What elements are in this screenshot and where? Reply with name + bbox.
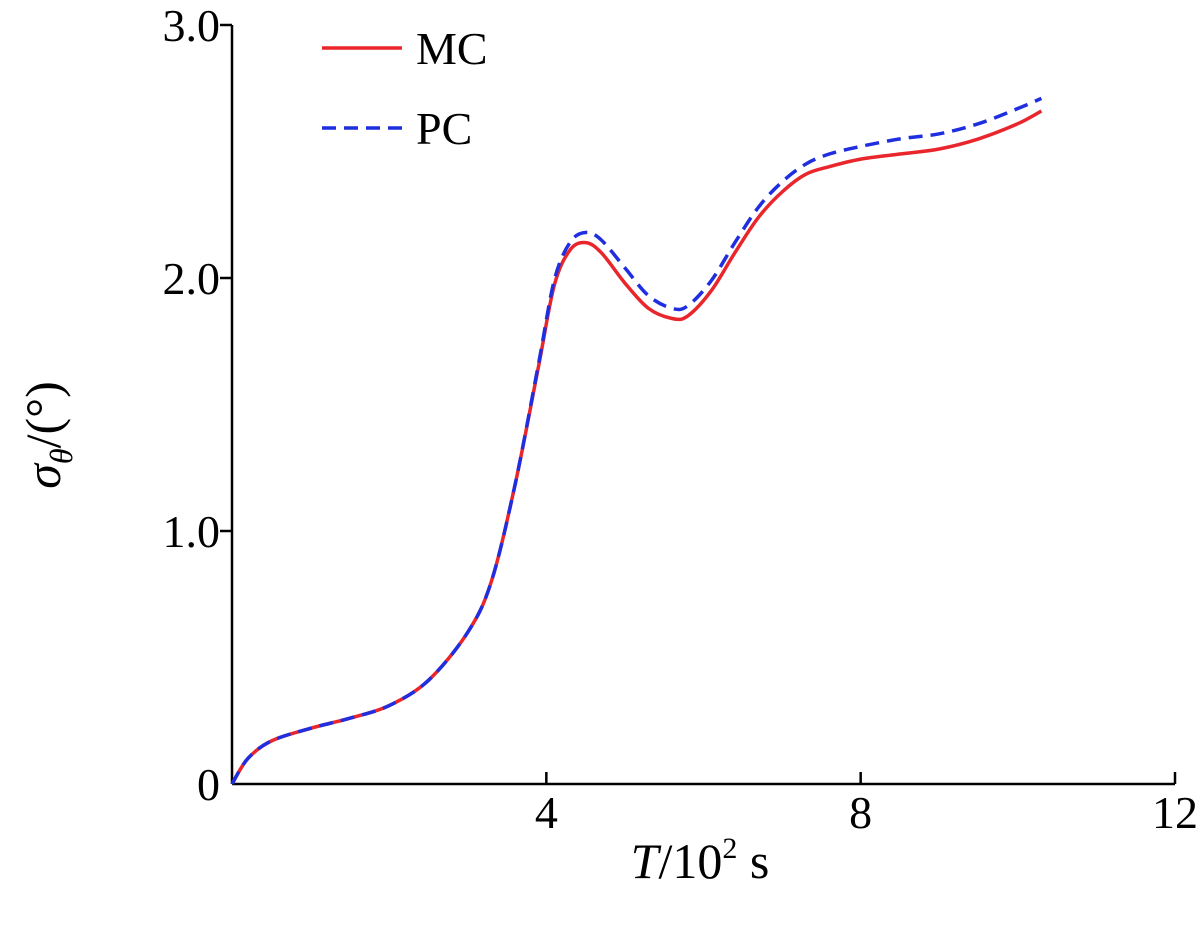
- ticks: 0 1.0 2.0 3.0 4 8 12: [163, 0, 1199, 838]
- y-tick-label: 0: [197, 759, 220, 810]
- legend-label-mc: MC: [416, 23, 488, 74]
- series-layer: [230, 96, 1043, 785]
- axes: [230, 25, 1175, 786]
- y-tick-label: 3.0: [163, 0, 221, 51]
- x-axis-title: T/102 s: [631, 832, 770, 889]
- x-tick-label: 12: [1152, 787, 1198, 838]
- y-tick-label: 2.0: [163, 253, 221, 304]
- y-axis-title: σθ/(°): [15, 381, 79, 489]
- series-line-mc: [230, 109, 1043, 785]
- legend: MC PC: [322, 23, 488, 154]
- x-tick-label: 8: [849, 787, 872, 838]
- series-line-pc: [230, 96, 1043, 785]
- legend-label-pc: PC: [416, 103, 472, 154]
- x-tick-label: 4: [535, 787, 558, 838]
- y-tick-label: 1.0: [163, 506, 221, 557]
